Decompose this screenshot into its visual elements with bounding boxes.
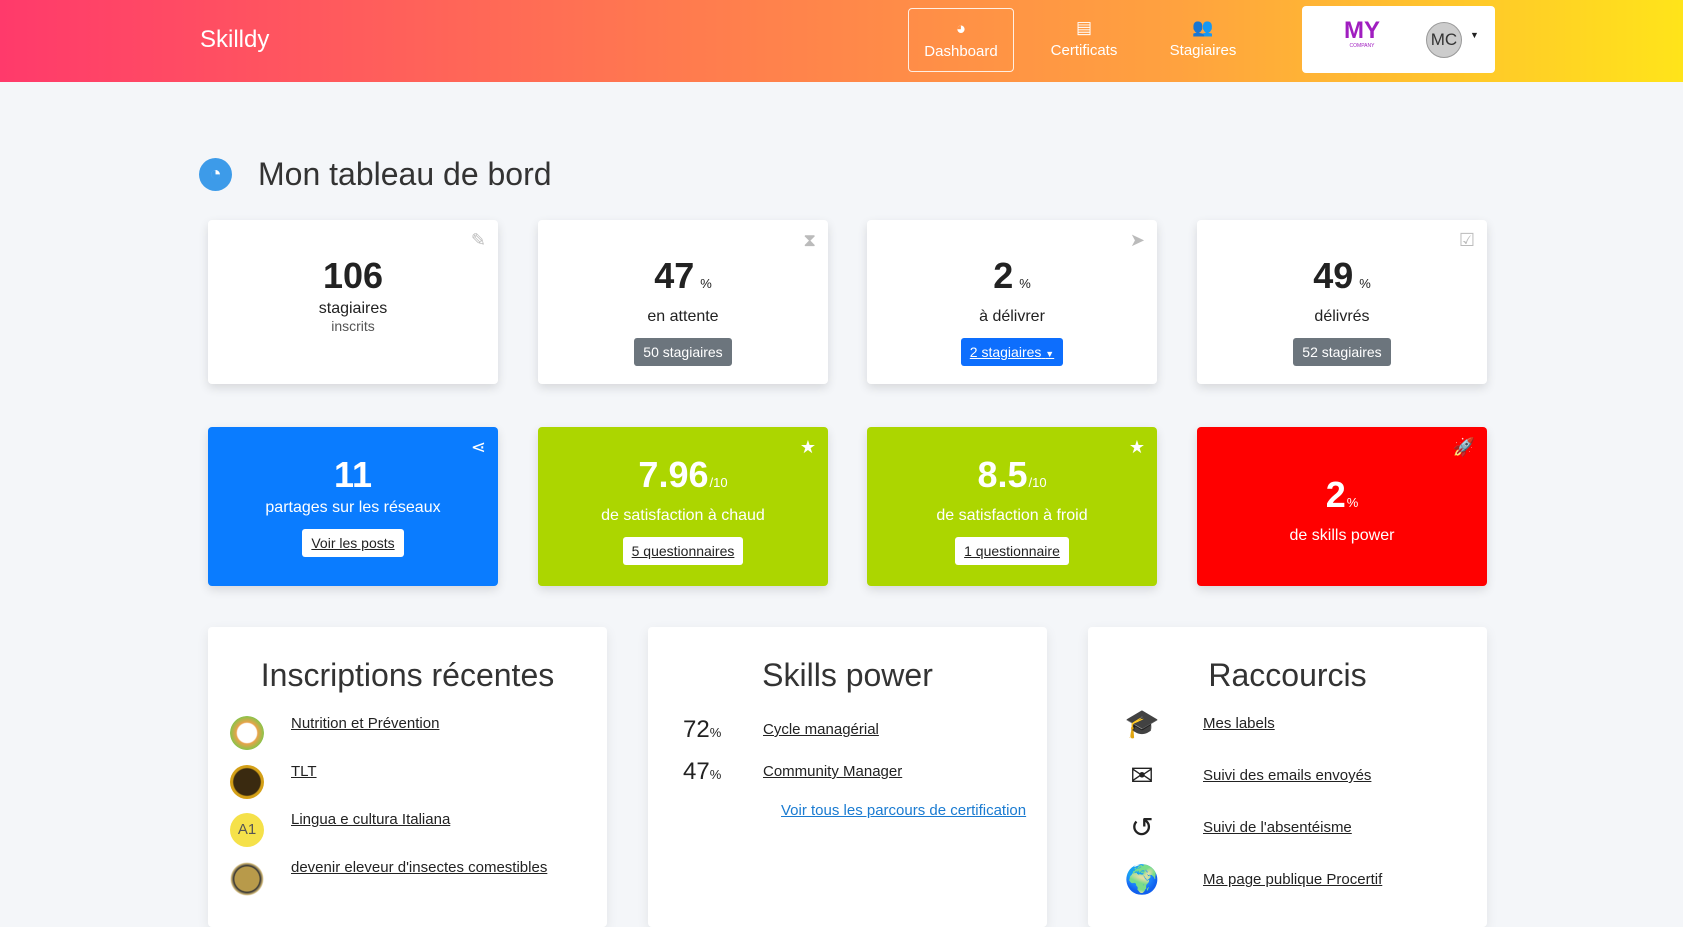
highlight-card-skills-power: 🚀 2% de skills power [1197,427,1487,586]
page-title: Mon tableau de bord [258,156,552,192]
shortcut-link[interactable]: Ma page publique Procertif [1203,871,1383,888]
inscription-link[interactable]: devenir eleveur d'insectes comestibles [291,859,548,876]
caret-down-icon: ▼ [1045,349,1055,359]
stat-label: stagiaires [318,300,388,317]
stat-value: 2% [993,255,1031,296]
highlight-card-satisfaction-froid: ★ 8.5/10 de satisfaction à froid 1 quest… [867,427,1157,586]
graduation-cap-icon: 🎓 [1124,708,1160,739]
highlight-label: de satisfaction à chaud [601,507,765,524]
share-icon: ⋖ [470,437,486,457]
stat-card-inscrits: ✎ 106 stagiaires inscrits [208,220,498,384]
stagiaires-attente-button[interactable]: 50 stagiaires [634,338,732,366]
globe-icon: 🌍 [1124,864,1160,895]
paper-plane-icon: ➤ [1129,230,1145,250]
highlight-label: de skills power [1289,527,1395,544]
inscription-link[interactable]: Lingua e cultura Italiana [291,811,451,828]
company-logo: MY COMPANY [1344,17,1380,50]
course-badge [230,716,264,750]
check-square-icon: ☑ [1458,230,1475,250]
questionnaires-froid-button[interactable]: 1 questionnaire [955,537,1069,565]
stat-sublabel: inscrits [331,318,375,334]
highlight-value: 2% [1325,474,1359,515]
nav-stagiaires[interactable]: 👥 Stagiaires [1150,8,1256,72]
users-icon: 👥 [1192,18,1214,37]
panel-title: Inscriptions récentes [260,657,555,693]
course-badge-a1: A1 [230,813,264,847]
stat-card-attente: ⧗ 47% en attente 50 stagiaires [538,220,828,384]
top-navbar: Skilldy ◕ Dashboard ▤ Certificats 👥 Stagiai… [0,0,1683,82]
envelope-icon: ✉ [1130,760,1154,791]
stat-value: 49% [1313,255,1371,296]
voir-posts-button[interactable]: Voir les posts [302,529,404,557]
course-badge [230,862,264,896]
shortcut-link[interactable]: Suivi des emails envoyés [1203,767,1372,784]
certificate-icon: ▤ [1075,18,1093,37]
history-icon: ↺ [1130,812,1154,843]
dashboard-icon: ◕ [955,19,967,38]
inscriptions-panel: Inscriptions récentes Nutrition et Préve… [208,627,607,927]
panel-title: Raccourcis [1208,657,1367,693]
questionnaires-chaud-button[interactable]: 5 questionnaires [622,537,744,565]
stagiaires-delivres-button[interactable]: 52 stagiaires [1293,338,1391,366]
shortcut-link[interactable]: Suivi de l'absentéisme [1203,819,1352,836]
nav-dashboard[interactable]: ◕ Dashboard [908,8,1014,72]
caret-down-icon[interactable]: ▼ [1470,30,1479,40]
highlight-label: de satisfaction à froid [936,507,1088,524]
user-menu[interactable]: MY COMPANY MC ▼ [1302,6,1495,73]
skill-link[interactable]: Cycle managérial [763,721,879,738]
avatar[interactable]: MC [1426,22,1462,58]
stat-label: délivrés [1314,308,1370,325]
highlight-value: 11 [333,454,373,495]
shortcut-link[interactable]: Mes labels [1203,715,1275,732]
edit-icon: ✎ [470,230,486,250]
highlight-value: 7.96/10 [638,454,728,495]
stat-label: en attente [647,308,719,325]
nav-certificats[interactable]: ▤ Certificats [1031,8,1137,72]
panel-title: Skills power [762,657,933,693]
star-icon: ★ [799,437,816,457]
stat-value: 106 [322,255,384,296]
stat-label: à délivrer [979,308,1045,325]
nav-label: Certificats [1050,42,1118,59]
nav-label: Dashboard [924,43,998,60]
rocket-icon: 🚀 [1452,437,1475,457]
all-certifications-link[interactable]: Voir tous les parcours de certification [781,802,1027,819]
dashboard-icon: ◔ [199,158,232,191]
stat-card-a-delivrer: ➤ 2% à délivrer 2 stagiaires ▼ [867,220,1157,384]
stat-value: 47% [654,255,712,296]
shortcuts-panel: Raccourcis 🎓 Mes labels ✉ Suivi des emai… [1088,627,1487,927]
skill-link[interactable]: Community Manager [763,763,903,780]
inscription-link[interactable]: Nutrition et Prévention [291,715,440,732]
course-badge [230,765,264,799]
highlight-label: partages sur les réseaux [265,499,441,516]
nav-label: Stagiaires [1169,42,1237,59]
highlight-value: 8.5/10 [977,454,1047,495]
skill-percent: 72% [683,716,722,743]
skills-power-panel: Skills power 72% Cycle managérial 47% Co… [648,627,1047,927]
star-icon: ★ [1128,437,1145,457]
brand[interactable]: Skilldy [200,26,270,53]
highlight-card-satisfaction-chaud: ★ 7.96/10 de satisfaction à chaud 5 ques… [538,427,828,586]
stagiaires-a-delivrer-dropdown[interactable]: 2 stagiaires ▼ [960,338,1064,366]
highlight-card-partages: ⋖ 11 partages sur les réseaux Voir les p… [208,427,498,586]
skill-percent: 47% [683,758,722,785]
inscription-link[interactable]: TLT [291,763,317,780]
hourglass-icon: ⧗ [803,230,816,250]
stat-card-delivres: ☑ 49% délivrés 52 stagiaires [1197,220,1487,384]
